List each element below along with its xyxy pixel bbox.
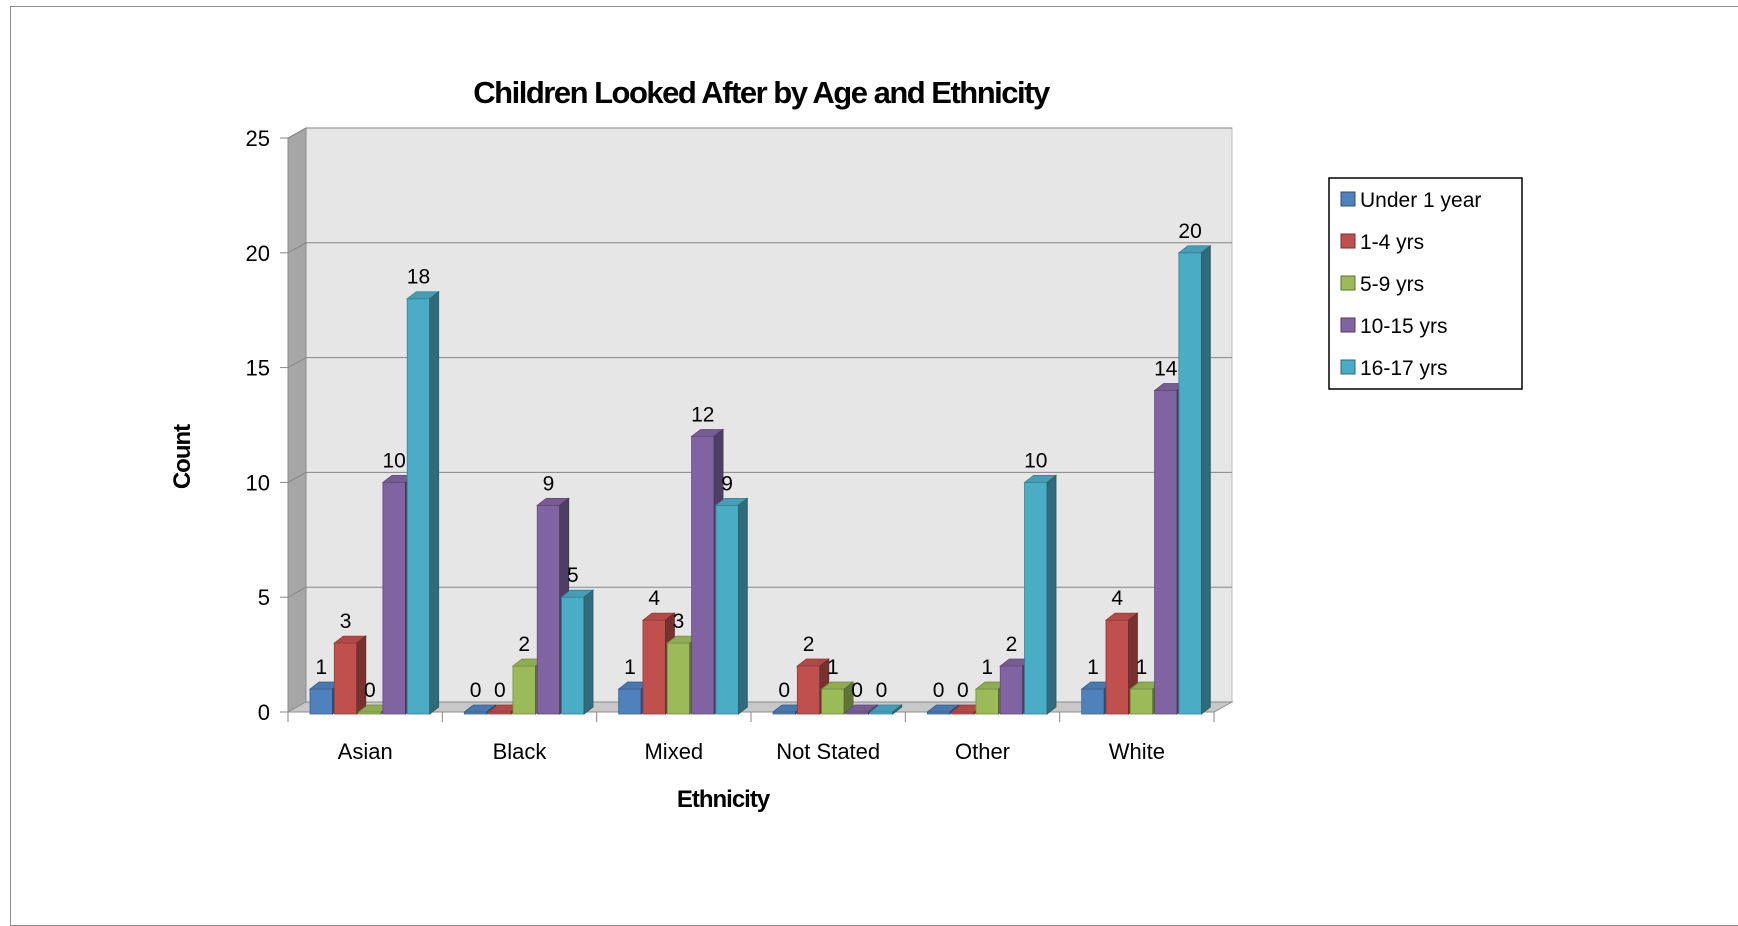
data-label: 0 [851, 679, 863, 702]
data-label: 4 [648, 587, 660, 610]
data-label: 0 [778, 679, 790, 702]
legend-item: 5-9 yrs [1340, 273, 1424, 296]
data-label: 14 [1154, 358, 1178, 381]
data-label: 0 [364, 679, 376, 702]
legend-label: 10-15 yrs [1360, 315, 1448, 338]
data-label: 0 [470, 679, 482, 702]
legend-label: 5-9 yrs [1360, 273, 1424, 296]
data-label: 9 [543, 472, 555, 495]
back-wall [305, 127, 1233, 703]
data-label: 0 [876, 679, 888, 702]
x-tick-label: Other [955, 739, 1010, 764]
data-label: 10 [1024, 449, 1047, 472]
bar [714, 497, 749, 715]
data-label: 2 [803, 633, 815, 656]
gridline [287, 357, 1232, 369]
bar [1104, 612, 1139, 715]
data-label: 1 [1136, 656, 1148, 679]
legend-label: 16-17 yrs [1360, 357, 1448, 380]
chart-title: Children Looked After by Age and Ethnici… [473, 75, 1051, 110]
x-axis-ticks: Asian Black Mixed Not Stated Other White [287, 712, 1215, 764]
legend-item: 1-4 yrs [1340, 231, 1424, 254]
data-label: 12 [691, 403, 714, 426]
chart-frame: Children Looked After by Age and Ethnici… [10, 6, 1738, 926]
x-axis-title: Ethnicity [677, 786, 771, 813]
legend-swatch [1340, 191, 1356, 207]
legend: Under 1 year 1-4 yrs 5-9 yrs 10-15 yrs 16-17… [1328, 177, 1523, 390]
gridline [287, 471, 1232, 483]
data-label: 0 [933, 679, 945, 702]
data-label: 9 [721, 472, 733, 495]
data-label: 1 [827, 656, 839, 679]
data-label: 0 [494, 679, 506, 702]
y-axis-title: Count [169, 424, 196, 489]
bars [308, 244, 1212, 715]
data-label: 1 [1087, 656, 1099, 679]
bar [820, 681, 855, 715]
legend-label: Under 1 year [1360, 189, 1481, 212]
y-tick-label: 20 [246, 241, 270, 266]
data-label: 20 [1178, 220, 1201, 243]
legend-swatch [1340, 233, 1356, 249]
x-tick-label: Not Stated [776, 739, 880, 764]
x-tick-label: White [1109, 739, 1165, 764]
side-wall [287, 127, 307, 713]
gridline [287, 586, 1232, 598]
data-label: 5 [567, 564, 579, 587]
legend-label: 1-4 yrs [1360, 231, 1424, 254]
data-label: 1 [315, 656, 327, 679]
y-tick-label: 10 [246, 470, 270, 495]
data-label: 4 [1111, 587, 1123, 610]
data-label: 1 [981, 656, 993, 679]
data-label: 1 [624, 656, 636, 679]
data-label: 2 [518, 633, 530, 656]
bar [406, 290, 440, 715]
legend-swatch [1340, 275, 1356, 291]
gridline [287, 127, 1232, 139]
y-tick-label: 5 [258, 585, 270, 610]
data-label: 3 [340, 610, 352, 633]
x-tick-label: Asian [338, 739, 393, 764]
data-label: 10 [382, 449, 405, 472]
legend-swatch [1340, 359, 1356, 375]
data-label: 0 [957, 679, 969, 702]
y-axis-ticks: 0 5 10 15 20 25 [246, 126, 288, 725]
y-tick-label: 25 [246, 126, 270, 151]
grid-lines [287, 127, 1232, 598]
bar [869, 704, 903, 715]
data-label: 2 [1006, 633, 1018, 656]
x-tick-label: Mixed [644, 739, 703, 764]
bar [333, 635, 367, 715]
legend-item: 16-17 yrs [1340, 357, 1448, 380]
bar [560, 589, 595, 715]
data-label: 18 [407, 266, 430, 289]
data-label: 3 [673, 610, 685, 633]
legend-item: Under 1 year [1340, 189, 1481, 212]
y-tick-label: 0 [258, 700, 270, 725]
legend-box [1328, 177, 1523, 390]
bar [1023, 474, 1058, 715]
x-tick-label: Black [493, 739, 548, 764]
legend-swatch [1340, 317, 1356, 333]
chart-canvas: Children Looked After by Age and Ethnici… [169, 75, 1523, 813]
y-tick-label: 15 [246, 356, 270, 381]
bar [1177, 244, 1212, 715]
legend-item: 10-15 yrs [1340, 315, 1448, 338]
gridline [287, 242, 1232, 254]
